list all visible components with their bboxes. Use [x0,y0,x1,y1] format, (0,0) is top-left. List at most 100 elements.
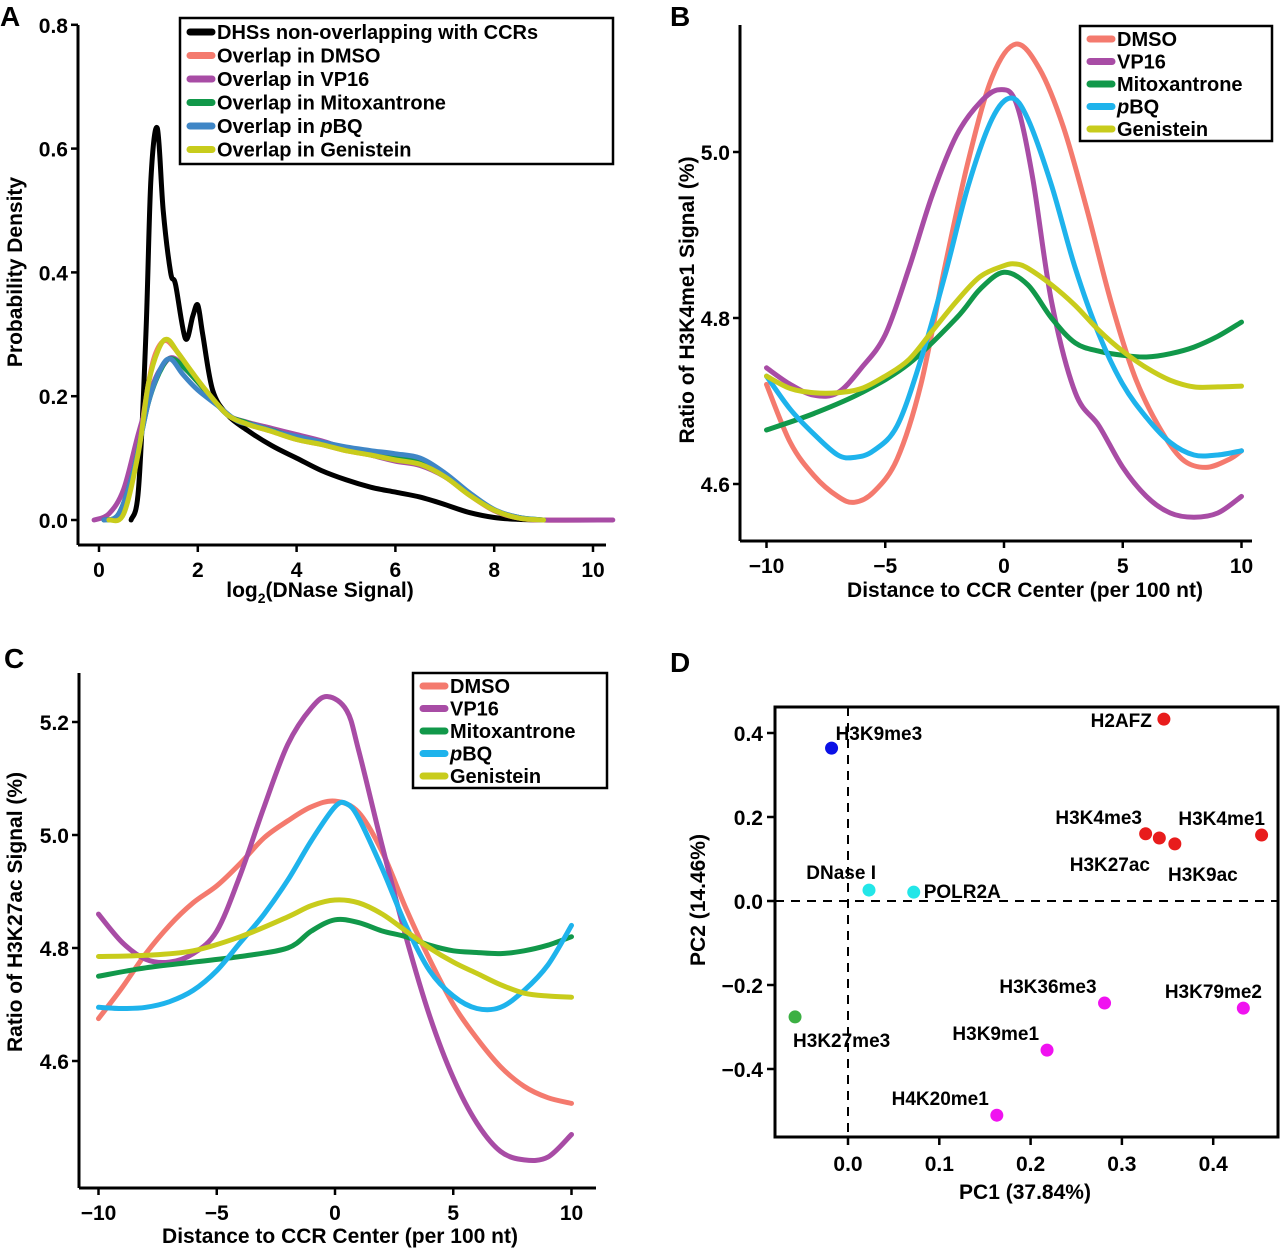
panel-a-y-axis-label: Probability Density [4,177,27,368]
panel-d-x-axis-label: PC1 (37.84%) [959,1181,1091,1204]
panel-b-series-genistein [764,261,1244,396]
panel-d-plot-box [773,705,1280,1139]
legend-text-part: VP16 [1117,52,1166,74]
panel-a-y-tick-label: 0.4 [39,262,69,285]
panel-a-legend-label: DHSs non-overlapping with CCRs [217,22,538,44]
panel-d-point-h3k4me1 [1255,828,1269,842]
legend-text-rest: BQ [333,116,363,138]
panel-c-y-axis-label: Ratio of H3K27ac Signal (%) [4,772,27,1052]
legend-text-part: DMSO [1117,29,1177,51]
panel-b-x-tick-label: −5 [873,555,897,578]
panel-c-x-tick-label: −10 [81,1202,117,1225]
panel-a-legend-label: Overlap in Genistein [217,140,412,162]
panel-b-legend-label: VP16 [1117,52,1166,74]
panel-a-x-tick-label: 8 [488,559,500,582]
panel-c-legend-label: DMSO [450,676,510,698]
panel-label-d: D [670,647,690,678]
panel-b-x-tick-label: 5 [1117,555,1129,578]
legend-text-rest: BQ [1129,97,1159,119]
panel-d-point-label: H3K36me3 [999,977,1096,998]
panel-c-legend-label: pBQ [449,744,492,766]
panel-b-y-tick-label: 4.6 [701,474,730,497]
panel-d-point-h3k4me3 [1139,827,1153,841]
panel-b-legend-label: Genistein [1117,119,1208,141]
legend-text-part: Genistein [450,766,541,788]
panel-d-point-h3k9ac [1168,837,1182,851]
panel-a-legend-label: Overlap in pBQ [217,116,363,138]
panel-a-series-dhss-non-overlapping-with-ccrs [128,125,547,523]
panel-b-series-pbq [764,95,1244,461]
panel-c-y-tick-label: 4.8 [40,938,70,961]
panel-d-point-label: H3K9ac [1168,865,1238,886]
panel-c-legend-label: VP16 [450,699,499,721]
panel-d-point-label: H3K9me3 [836,724,923,745]
panel-d-y-tick-label: −0.4 [722,1059,764,1082]
panel-d-x-tick-label: 0.2 [1016,1153,1045,1176]
panel-d-pca-scatter: 0.0 0.1 0.2 0.3 0.4 −0.4 −0.2 0.0 0.2 0.4 PC1 (37.… [687,705,1280,1204]
panel-a-y-tick-label: 0.2 [39,386,68,409]
panel-d-point-label: DNase I [806,863,876,884]
legend-text-rest: BQ [462,744,492,766]
panel-a-legend-box [178,16,615,166]
panel-label-a: A [0,1,20,32]
panel-d-point-h3k9me3 [825,741,839,755]
panel-d-point-h4k20me1 [990,1108,1004,1122]
panel-d-x-tick-label: 0.4 [1199,1153,1229,1176]
panel-b-legend-label: Mitoxantrone [1117,74,1243,96]
x-label-rest: (DNase Signal) [266,579,414,602]
panel-a-y-tick-label: 0.8 [39,15,69,38]
panel-c-legend-label: Mitoxantrone [450,721,576,743]
legend-text-part: Mitoxantrone [1117,74,1243,96]
panel-b-y-tick-label: 4.8 [701,308,731,331]
panel-d-point-label: H2AFZ [1091,711,1153,732]
panel-c-series-dmso [96,798,574,1106]
x-label-subscript: 2 [258,590,266,606]
panel-a-y-tick-label: 0.6 [39,139,68,162]
panel-d-point-label: H3K79me2 [1165,982,1262,1003]
panel-d-point-label: H3K27ac [1070,855,1151,876]
legend-text-part: Mitoxantrone [450,721,576,743]
panel-a-x-tick-label: 10 [581,559,604,582]
panel-d-x-tick-label: 0.1 [925,1153,955,1176]
panel-b-legend-label: pBQ [1116,97,1159,119]
panel-c-x-tick-label: 0 [329,1202,341,1225]
panel-a-x-tick-label: 4 [291,559,303,582]
panel-d-point-label: H3K4me1 [1178,809,1265,830]
panel-d-x-tick-label: 0.3 [1107,1153,1136,1176]
panel-d-point-label: H3K27me3 [793,1031,890,1052]
panel-d-x-tick-label: 0.0 [833,1153,862,1176]
panel-a-x-axis-label: log2(DNase Signal) [226,579,414,606]
panel-c-y-tick-label: 5.0 [40,825,69,848]
panel-d-point-h3k79me2 [1236,1001,1250,1015]
legend-text-part: VP16 [450,699,499,721]
panel-b-x-tick-label: 0 [998,555,1010,578]
legend-text-part: DHSs non-overlapping with CCRs [217,22,538,44]
panel-d-point-h3k9me1 [1040,1043,1054,1057]
panel-b-x-axis-label: Distance to CCR Center (per 100 nt) [847,579,1203,602]
panel-d-point-dnase-i [862,883,876,897]
panel-d-y-tick-label: 0.4 [734,723,764,746]
panel-d-point-label: H3K9me1 [952,1024,1039,1045]
panel-c-h3k27ac-plot: −10 −5 0 5 10 4.6 4.8 5.0 5.2 Distance to CCR Cen… [4,671,609,1248]
panel-d-y-tick-label: −0.2 [722,975,763,998]
panel-label-c: C [4,643,24,674]
panel-b-series-mitoxantrone [764,269,1244,433]
legend-text-italic: p [449,744,462,766]
legend-text-part: Overlap in [217,116,320,138]
panel-a-legend-label: Overlap in Mitoxantrone [217,93,446,115]
panel-a-x-tick-label: 6 [390,559,402,582]
panel-d-point-h3k36me3 [1098,996,1112,1010]
panel-d-y-tick-label: 0.2 [734,807,763,830]
legend-text-part: Overlap in Genistein [217,140,412,162]
panel-b-y-tick-label: 5.0 [701,142,730,165]
panel-a-legend-label: Overlap in VP16 [217,69,369,91]
panel-b-legend-label: DMSO [1117,29,1177,51]
panel-d-point-h3k27me3 [788,1010,802,1024]
panel-b-y-axis-label: Ratio of H3K4me1 Signal (%) [676,156,699,443]
panel-d-y-axis-label: PC2 (14.46%) [687,834,710,966]
panel-a-x-tick-label: 0 [93,559,105,582]
legend-text-part: Overlap in DMSO [217,46,380,68]
panel-d-point-polr2a [907,885,921,899]
